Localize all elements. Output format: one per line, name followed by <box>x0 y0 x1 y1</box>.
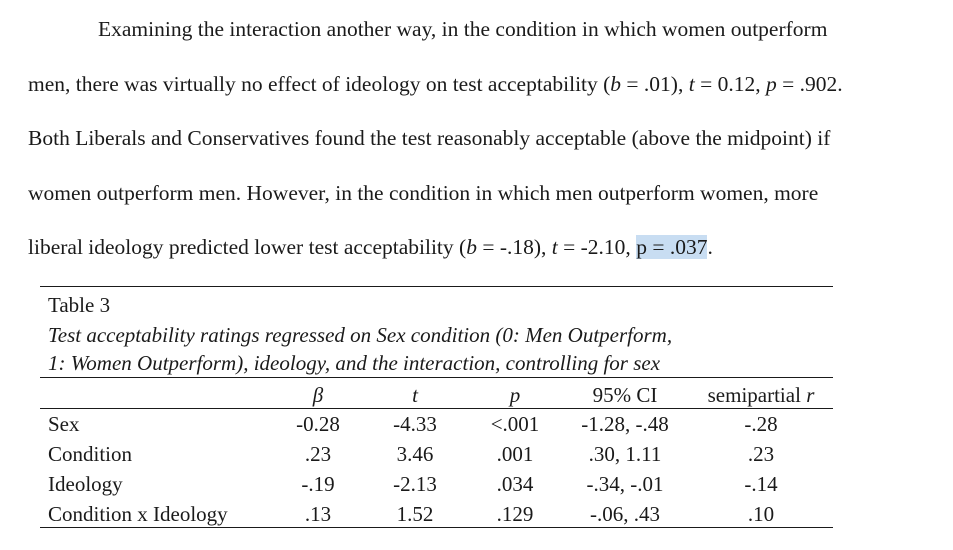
cell-beta: -0.28 <box>296 412 340 436</box>
cell-p: .001 <box>496 442 534 466</box>
header-semipartial-r: semipartial r <box>707 383 815 407</box>
table-label: Table 3 <box>48 293 111 317</box>
cell-semipartial-r: -.14 <box>744 472 778 496</box>
cell-t: 1.52 <box>396 502 434 526</box>
paragraph-line-3: Both Liberals and Conservatives found th… <box>28 126 831 150</box>
cell-semipartial-r: -.28 <box>744 412 778 436</box>
cell-ci: -.06, .43 <box>590 502 660 526</box>
table-top-rule <box>40 286 833 287</box>
stat-b-value: = -.18), <box>476 235 552 259</box>
row-label: Condition <box>48 442 133 466</box>
stat-t-value: = -2.10, <box>557 235 637 259</box>
stat-b-symbol: b <box>466 235 477 259</box>
cell-semipartial-r: .23 <box>747 442 775 466</box>
text-segment: men, there was virtually no effect of id… <box>28 72 611 96</box>
stat-t-symbol: t <box>551 235 558 259</box>
stat-p-symbol: p <box>765 72 777 96</box>
header-t: t <box>412 383 418 407</box>
table-bottom-rule <box>40 527 833 528</box>
stat-b-symbol: b <box>610 72 622 96</box>
cell-beta: -.19 <box>301 472 335 496</box>
header-ci: 95% CI <box>592 383 658 407</box>
cell-t: 3.46 <box>396 442 434 466</box>
header-beta: β <box>312 383 324 407</box>
table-caption-line-1: Test acceptability ratings regressed on … <box>48 323 673 347</box>
row-label: Ideology <box>48 472 123 496</box>
cell-ci: .30, 1.11 <box>588 442 662 466</box>
text-segment: liberal ideology predicted lower test ac… <box>28 235 467 259</box>
header-p: p <box>509 383 521 407</box>
paragraph-line-4: women outperform men. However, in the co… <box>28 181 819 205</box>
header-rule <box>40 408 833 409</box>
paragraph-line-2: men, there was virtually no effect of id… <box>28 71 843 97</box>
stat-p-value: = .902. <box>776 72 843 96</box>
stat-t-symbol: t <box>688 72 695 96</box>
stat-t-value: = 0.12, <box>694 72 766 96</box>
text-segment: . <box>707 235 713 259</box>
stat-b-value: = .01), <box>621 72 689 96</box>
cell-beta: .13 <box>304 502 332 526</box>
paragraph-line-1: Examining the interaction another way, i… <box>98 17 828 41</box>
paragraph-line-5: liberal ideology predicted lower test ac… <box>28 234 713 260</box>
cell-t: -4.33 <box>393 412 437 436</box>
cell-p: .034 <box>496 472 534 496</box>
cell-p: .129 <box>496 502 534 526</box>
row-label: Sex <box>48 412 80 436</box>
cell-ci: -1.28, -.48 <box>581 412 669 436</box>
cell-beta: .23 <box>304 442 332 466</box>
cell-semipartial-r: .10 <box>747 502 775 526</box>
cell-p: <.001 <box>490 412 540 436</box>
row-label: Condition x Ideology <box>48 502 228 526</box>
cell-ci: -.34, -.01 <box>586 472 664 496</box>
highlighted-selection[interactable]: p = .037 <box>636 235 708 259</box>
table-caption-line-2: 1: Women Outperform), ideology, and the … <box>48 351 661 375</box>
cell-t: -2.13 <box>393 472 437 496</box>
caption-rule <box>40 377 833 378</box>
